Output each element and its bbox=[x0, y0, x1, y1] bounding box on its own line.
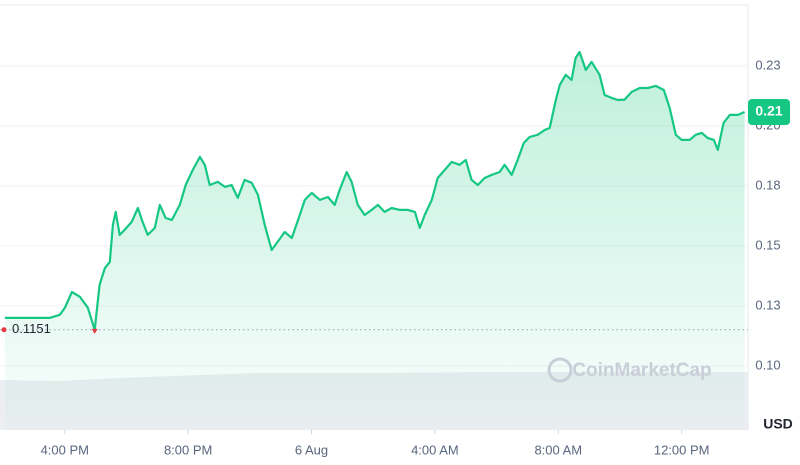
unit-label: USD bbox=[763, 416, 793, 432]
current-price-badge bbox=[748, 99, 790, 126]
watermark: CoinMarketCap bbox=[572, 360, 711, 381]
price-area bbox=[4, 52, 745, 430]
x-tick-label: 8:00 PM bbox=[164, 442, 212, 457]
x-tick-label: 4:00 PM bbox=[41, 442, 89, 457]
low-marker bbox=[91, 328, 98, 334]
x-tick-label: 6 Aug bbox=[295, 442, 328, 457]
y-tick-label: 0.18 bbox=[755, 177, 780, 192]
open-price-dot bbox=[1, 327, 7, 333]
x-tick-label: 8:00 AM bbox=[534, 442, 582, 457]
current-price-label: 0.21 bbox=[755, 103, 782, 119]
y-tick-label: 0.23 bbox=[755, 57, 780, 72]
x-tick-label: 12:00 PM bbox=[654, 442, 710, 457]
y-tick-label: 0.10 bbox=[755, 357, 780, 372]
y-tick-label: 0.13 bbox=[755, 297, 780, 312]
y-tick-label: 0.15 bbox=[755, 237, 780, 252]
x-tick-label: 4:00 AM bbox=[411, 442, 459, 457]
open-price-label: 0.1151 bbox=[12, 321, 51, 336]
watermark-logo bbox=[547, 357, 573, 383]
price-line bbox=[4, 50, 746, 331]
